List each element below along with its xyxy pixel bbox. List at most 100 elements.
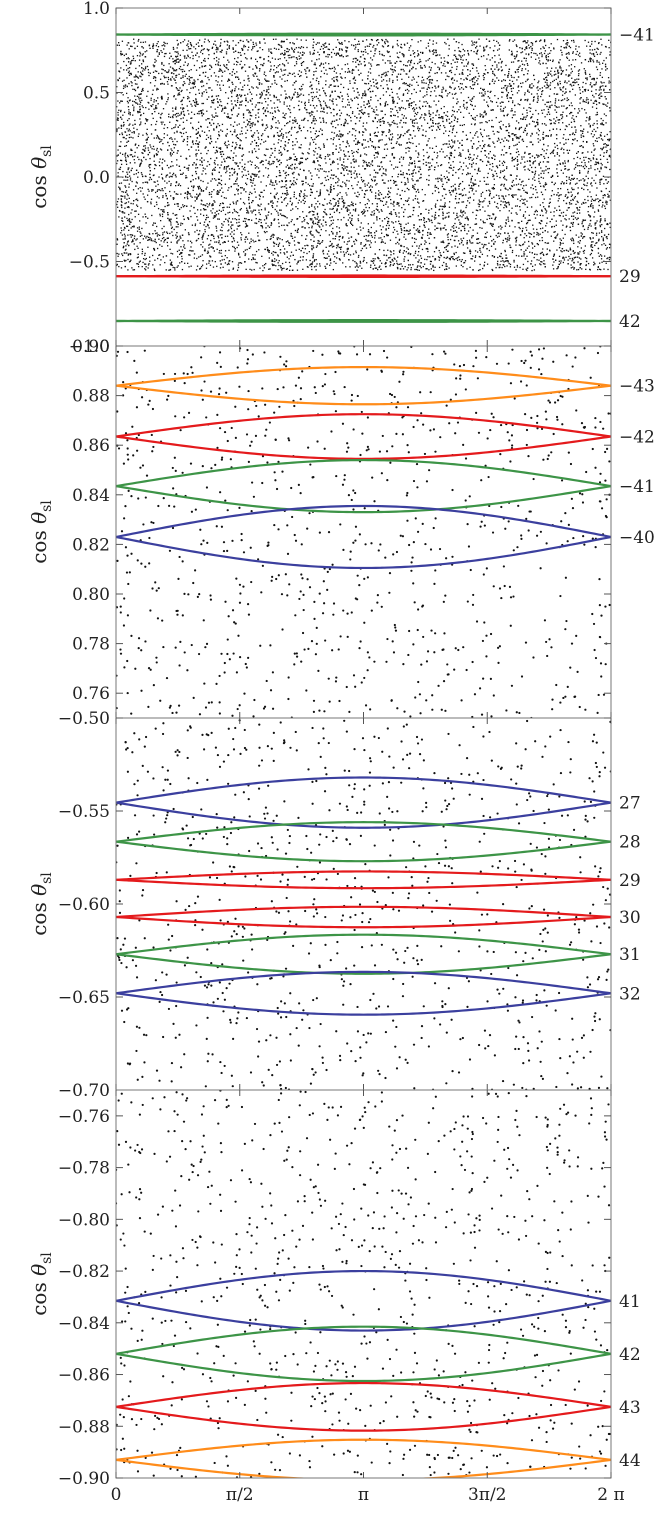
scatter-point: [312, 38, 314, 41]
scatter-point: [163, 136, 165, 139]
scatter-point: [170, 195, 172, 197]
scatter-point: [255, 94, 258, 96]
scatter-point: [407, 267, 409, 269]
scatter-point: [590, 245, 592, 247]
scatter-point: [278, 152, 280, 154]
scatter-point: [406, 88, 409, 91]
scatter-point: [526, 134, 528, 136]
scatter-point: [412, 107, 415, 109]
scatter-point: [124, 195, 126, 197]
scatter-point: [395, 221, 397, 223]
scatter-point: [229, 171, 231, 174]
scatter-point: [423, 224, 426, 227]
scatter-point: [416, 269, 419, 271]
scatter-point: [278, 159, 281, 161]
scatter-point: [244, 163, 246, 165]
scatter-point: [336, 194, 338, 197]
scatter-point: [561, 94, 564, 96]
scatter-point: [548, 72, 550, 74]
scatter-point: [552, 80, 554, 83]
scatter-point: [607, 138, 609, 141]
scatter-point: [333, 205, 335, 207]
scatter-point: [500, 189, 502, 191]
scatter-point: [543, 150, 545, 152]
scatter-point: [460, 193, 462, 195]
scatter-point: [216, 115, 219, 117]
scatter-point: [449, 91, 451, 94]
scatter-point: [314, 138, 316, 140]
scatter-point: [582, 236, 585, 238]
scatter-point: [180, 155, 182, 157]
scatter-point: [153, 222, 155, 224]
scatter-point: [152, 44, 155, 47]
scatter-point: [434, 184, 436, 187]
scatter-point: [352, 58, 355, 60]
scatter-point: [564, 160, 566, 162]
scatter-point: [135, 204, 138, 206]
scatter-point: [221, 233, 223, 236]
scatter-point: [235, 44, 237, 46]
scatter-point: [279, 76, 281, 78]
scatter-point: [222, 202, 225, 205]
scatter-point: [501, 138, 503, 140]
scatter-point: [132, 104, 134, 106]
scatter-point: [138, 93, 141, 96]
scatter-point: [367, 229, 370, 231]
scatter-point: [447, 242, 450, 245]
scatter-point: [504, 250, 506, 253]
scatter-point: [474, 255, 477, 257]
scatter-point: [455, 55, 457, 58]
scatter-point: [194, 105, 197, 107]
scatter-point: [563, 199, 565, 202]
scatter-point: [348, 259, 350, 261]
scatter-point: [359, 226, 361, 228]
scatter-point: [514, 71, 516, 73]
scatter-point: [262, 160, 264, 162]
scatter-point: [206, 252, 209, 254]
scatter-point: [203, 250, 206, 252]
scatter-point: [562, 86, 565, 88]
scatter-point: [599, 93, 601, 95]
scatter-point: [582, 140, 584, 143]
scatter-point: [128, 74, 131, 76]
scatter-point: [395, 215, 398, 217]
scatter-point: [132, 203, 134, 205]
scatter-point: [144, 145, 146, 147]
scatter-point: [357, 196, 359, 198]
scatter-point: [263, 71, 266, 73]
scatter-point: [167, 217, 169, 220]
scatter-point: [259, 143, 262, 145]
scatter-point: [372, 78, 374, 80]
scatter-point: [226, 206, 228, 208]
scatter-point: [166, 42, 168, 45]
scatter-point: [481, 147, 483, 150]
scatter-point: [516, 266, 519, 268]
scatter-point: [380, 193, 383, 196]
scatter-point: [359, 260, 361, 263]
scatter-point: [591, 78, 593, 80]
scatter-point: [269, 70, 271, 72]
scatter-point: [291, 56, 293, 58]
scatter-point: [174, 138, 176, 140]
scatter-point: [158, 164, 161, 167]
scatter-point: [236, 211, 239, 214]
scatter-point: [278, 242, 281, 244]
scatter-point: [220, 129, 222, 131]
scatter-point: [128, 124, 130, 126]
scatter-point: [550, 134, 552, 136]
scatter-point: [494, 68, 496, 70]
scatter-point: [414, 135, 416, 137]
scatter-point: [242, 114, 245, 116]
scatter-point: [574, 166, 577, 169]
scatter-point: [272, 233, 274, 236]
scatter-point: [509, 237, 511, 239]
scatter-point: [124, 153, 126, 155]
scatter-point: [533, 232, 535, 234]
scatter-point: [392, 222, 394, 224]
scatter-point: [153, 65, 155, 68]
scatter-point: [382, 116, 384, 119]
scatter-point: [497, 207, 499, 209]
scatter-point: [561, 105, 563, 107]
scatter-point: [134, 235, 136, 237]
scatter-point: [479, 128, 482, 130]
